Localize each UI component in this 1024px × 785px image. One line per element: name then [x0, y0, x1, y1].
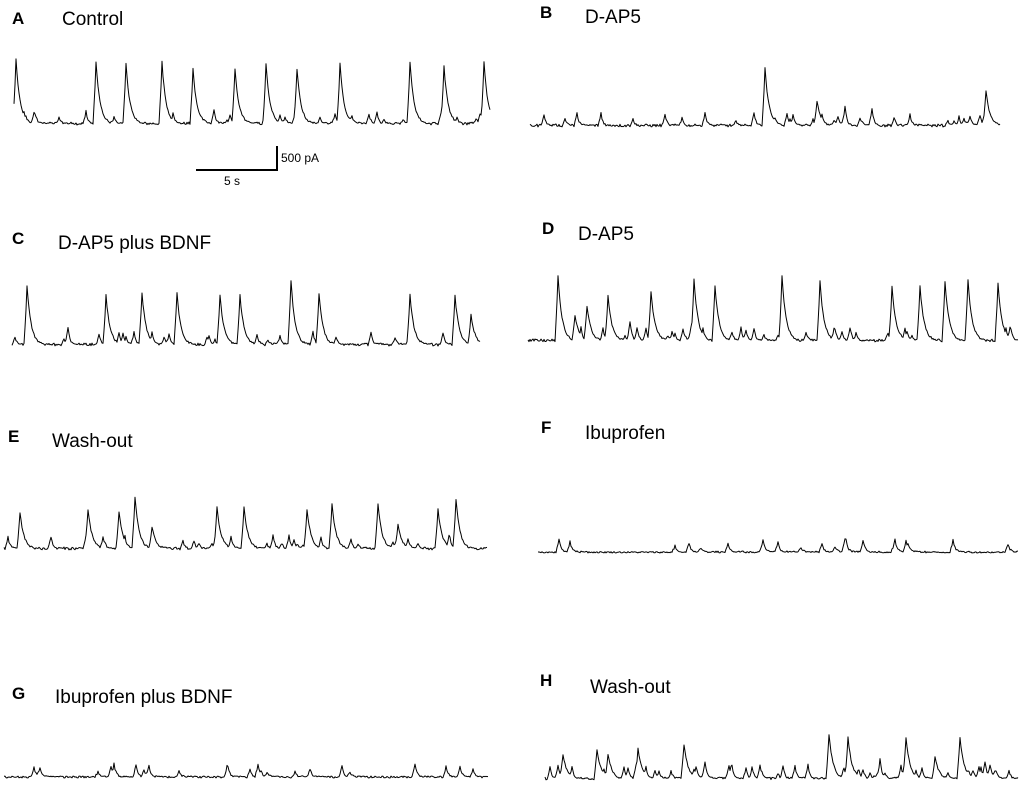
scale-time-label: 5 s [224, 174, 240, 188]
panel-label: Wash-out [590, 677, 671, 698]
panel-label: Wash-out [52, 431, 133, 452]
panel-letter: C [12, 229, 24, 248]
panel-letter: F [541, 418, 551, 437]
panel-letter: H [540, 671, 552, 690]
panel-letter: G [12, 684, 25, 703]
panel-label: Control [62, 9, 123, 30]
scale-amplitude-label: 500 pA [281, 151, 319, 165]
panel-letter: E [8, 427, 19, 446]
panel-label: D-AP5 [578, 224, 634, 245]
current-trace [13, 58, 491, 126]
current-trace [538, 538, 1018, 554]
current-trace [529, 67, 1001, 128]
current-trace [11, 280, 481, 347]
panel-label: Ibuprofen [585, 423, 665, 444]
current-trace [3, 496, 488, 551]
panel-letter: D [542, 219, 554, 238]
panel-letter: B [540, 3, 552, 22]
panel-letter: A [12, 9, 24, 28]
current-trace [544, 734, 1019, 781]
panel-label: Ibuprofen plus BDNF [55, 687, 232, 708]
current-trace [3, 762, 489, 779]
panel-label: D-AP5 plus BDNF [58, 233, 211, 254]
panel-label: D-AP5 [585, 7, 641, 28]
current-trace [527, 275, 1019, 343]
